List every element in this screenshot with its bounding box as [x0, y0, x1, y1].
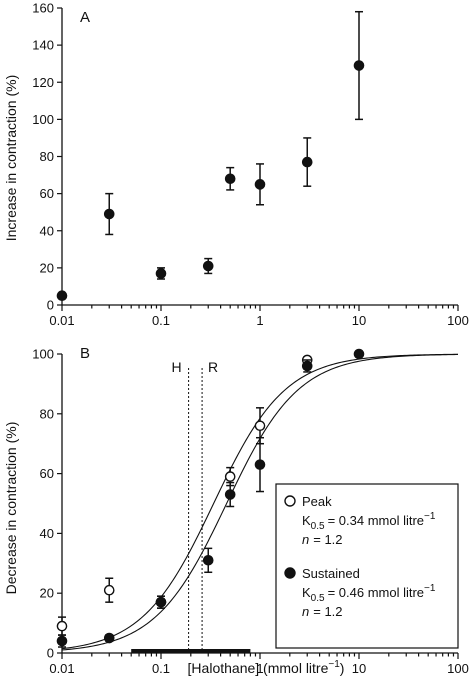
data-point-filled	[103, 208, 115, 220]
x-tick-label: 100	[447, 313, 469, 328]
y-axis-label-a: Increase in contraction (%)	[3, 75, 19, 242]
legend-sustained-k: K0.5 = 0.46 mmol litre−1	[302, 583, 436, 604]
y-tick-label: 80	[40, 149, 54, 164]
data-point-open	[103, 584, 115, 596]
data-point-filled	[103, 632, 115, 644]
y-tick-label: 120	[32, 75, 54, 90]
vline-label-r: R	[208, 359, 218, 375]
x-tick-label: 1	[256, 313, 263, 328]
data-point-filled	[202, 555, 214, 566]
x-tick-label: 0.1	[152, 313, 170, 328]
x-tick-label: 100	[447, 661, 469, 676]
data-point-open	[56, 620, 68, 632]
y-tick-label: 40	[40, 223, 54, 238]
data-point-filled	[254, 179, 266, 190]
legend-peak-k: K0.5 = 0.34 mmol litre−1	[302, 511, 436, 532]
panel-b: B Decrease in contraction (%) [Halothane…	[3, 345, 469, 676]
x-tick-label: 10	[352, 661, 366, 676]
data-point-open	[224, 471, 236, 482]
x-tick-label: 0.1	[152, 661, 170, 676]
legend-peak-marker	[284, 495, 296, 507]
y-tick-label: 100	[32, 112, 54, 127]
x-tick-label: 10	[352, 313, 366, 328]
data-point-filled	[353, 348, 365, 360]
panel-letter-b: B	[80, 345, 90, 362]
data-point-filled	[254, 459, 266, 470]
legend-box	[275, 483, 459, 649]
y-tick-label: 160	[32, 1, 54, 16]
x-axis-label-b: [Halothane] (mmol litre−1)	[188, 659, 345, 676]
data-point-filled	[56, 635, 68, 647]
x-tick-label: 1	[256, 661, 263, 676]
data-point-filled	[301, 156, 313, 168]
y-tick-label: 60	[40, 466, 54, 481]
y-tick-label: 20	[40, 586, 54, 601]
data-point-filled	[202, 260, 214, 272]
y-tick-label: 40	[40, 526, 54, 541]
panel-letter-a: A	[80, 9, 90, 26]
legend: Peak K0.5 = 0.34 mmol litre−1 n = 1.2 Sust…	[275, 483, 459, 649]
data-point-filled	[224, 173, 236, 185]
data-point-filled	[155, 596, 167, 608]
y-axis-label-b: Decrease in contraction (%)	[3, 422, 19, 595]
legend-sustained-marker	[284, 567, 296, 579]
data-point-filled	[224, 489, 236, 500]
vline-label-h: H	[172, 359, 182, 375]
y-tick-label: 0	[47, 646, 54, 661]
legend-peak-n: n = 1.2	[302, 532, 343, 547]
x-tick-label: 0.01	[49, 313, 74, 328]
panel-a: A Increase in contraction (%) 0 20 40 60 80 1…	[3, 1, 469, 329]
y-tick-label: 0	[47, 298, 54, 313]
legend-sustained-label: Sustained	[302, 566, 360, 581]
y-tick-label: 20	[40, 260, 54, 275]
y-tick-label: 60	[40, 186, 54, 201]
y-tick-label: 100	[32, 347, 54, 362]
y-tick-label: 140	[32, 38, 54, 53]
y-tick-label: 80	[40, 406, 54, 421]
legend-sustained-n: n = 1.2	[302, 604, 343, 619]
x-tick-label: 0.01	[49, 661, 74, 676]
data-point-open	[254, 420, 266, 432]
legend-peak-label: Peak	[302, 494, 332, 509]
data-point-filled	[301, 360, 313, 372]
data-point-filled	[155, 268, 167, 279]
data-point-filled	[56, 290, 68, 302]
data-point-filled	[353, 60, 365, 71]
